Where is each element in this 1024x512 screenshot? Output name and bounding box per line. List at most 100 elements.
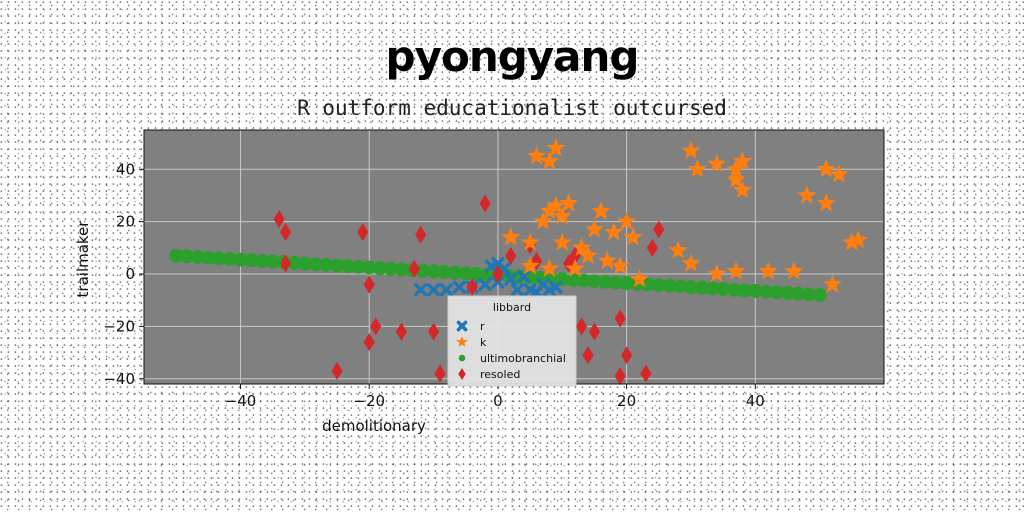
r-point — [484, 259, 499, 273]
ultimobranchial-point — [212, 251, 227, 266]
k-point — [816, 159, 836, 178]
r-point — [427, 283, 441, 297]
ultimobranchial-point — [716, 282, 731, 297]
ultimobranchial-point — [426, 264, 441, 279]
k-point — [681, 253, 701, 272]
ultimobranchial-point — [576, 273, 591, 288]
series-k — [501, 138, 868, 293]
k-point — [527, 146, 546, 165]
ultimobranchial-point — [351, 259, 366, 274]
k-point — [501, 227, 521, 246]
resoled-point — [370, 317, 382, 336]
k-point — [539, 258, 559, 277]
ultimobranchial-point — [297, 256, 312, 271]
ultimobranchial-point — [448, 265, 463, 280]
resoled-point — [357, 223, 369, 242]
ultimobranchial-point — [801, 287, 816, 302]
resoled-point — [363, 333, 375, 352]
y-tick-label: 0 — [125, 265, 135, 283]
ultimobranchial-point — [201, 250, 216, 265]
ultimobranchial-point — [769, 285, 784, 300]
ultimobranchial-point — [651, 278, 666, 293]
ultimobranchial-point — [190, 250, 205, 264]
r-point — [549, 280, 563, 294]
resoled-point — [427, 322, 440, 341]
ultimobranchial-point — [340, 259, 355, 274]
ultimobranchial-point — [394, 262, 409, 277]
k-point — [681, 140, 701, 159]
k-point — [732, 180, 752, 199]
x-tick-label: 40 — [746, 392, 765, 410]
ultimobranchial-point — [608, 275, 623, 290]
k-point — [707, 154, 727, 173]
ultimobranchial-point — [587, 274, 602, 289]
k-point — [816, 193, 836, 212]
r-point — [536, 277, 550, 292]
series-resoled — [273, 194, 665, 386]
ultimobranchial-point — [244, 253, 259, 268]
ultimobranchial-point — [662, 278, 677, 293]
resoled-point — [530, 251, 543, 270]
series-r — [414, 256, 563, 299]
ultimobranchial-point — [362, 260, 377, 275]
ultimobranchial-point — [673, 279, 688, 294]
ultimobranchial-point — [372, 261, 387, 276]
resoled-point — [279, 254, 292, 273]
k-point — [784, 261, 804, 280]
k-point — [559, 193, 579, 212]
figure-title: pyongyang — [385, 32, 640, 81]
resoled-point — [273, 210, 285, 229]
y-tick-label: −40 — [103, 370, 135, 388]
resoled-point — [614, 367, 626, 386]
ultimobranchial-point — [415, 263, 430, 278]
ultimobranchial-point — [641, 277, 656, 292]
x-axis-label: demolitionary — [322, 417, 426, 435]
resoled-point — [331, 361, 343, 380]
legend-label-ultimobranchial: ultimobranchial — [480, 352, 566, 365]
ultimobranchial-point — [265, 254, 280, 269]
ultimobranchial-point — [169, 248, 184, 263]
k-point — [552, 232, 572, 251]
k-point — [520, 232, 540, 251]
k-point — [591, 201, 611, 220]
resoled-point — [279, 223, 292, 242]
resoled-point — [363, 275, 375, 294]
ultimobranchial-point — [458, 266, 473, 281]
resoled-point — [621, 346, 633, 365]
ultimobranchial-point — [179, 249, 194, 264]
k-point — [546, 138, 566, 157]
k-point — [630, 269, 649, 288]
ultimobranchial-point — [812, 287, 827, 302]
resoled-point — [415, 225, 427, 244]
legend: libbard rk ultimobranchial resoled — [447, 295, 577, 387]
k-point — [732, 151, 752, 170]
legend-box — [447, 295, 577, 387]
resoled-point — [582, 346, 594, 365]
legend-title: libbard — [493, 301, 531, 314]
ultimobranchial-point — [737, 283, 752, 298]
ultimobranchial-point — [254, 253, 269, 268]
ultimobranchial-point — [726, 282, 741, 297]
legend-marker-k — [456, 336, 468, 347]
r-point — [510, 283, 524, 297]
k-point — [604, 222, 624, 241]
k-point — [797, 185, 817, 204]
ultimobranchial-point — [469, 267, 484, 282]
x-tick-label: −40 — [225, 392, 257, 410]
k-point — [848, 230, 868, 249]
r-point — [452, 280, 466, 294]
k-point — [707, 264, 727, 283]
k-point — [687, 159, 707, 178]
resoled-point — [646, 238, 658, 257]
k-point — [842, 232, 862, 251]
k-point — [578, 245, 598, 264]
k-point — [520, 256, 540, 275]
k-point — [623, 227, 643, 246]
ultimobranchial-point — [233, 252, 248, 267]
ultimobranchial-point — [619, 276, 634, 291]
ultimobranchial-point — [330, 258, 345, 273]
k-point — [584, 219, 604, 238]
resoled-point — [466, 278, 478, 297]
k-point — [726, 169, 746, 188]
k-point — [533, 211, 553, 230]
